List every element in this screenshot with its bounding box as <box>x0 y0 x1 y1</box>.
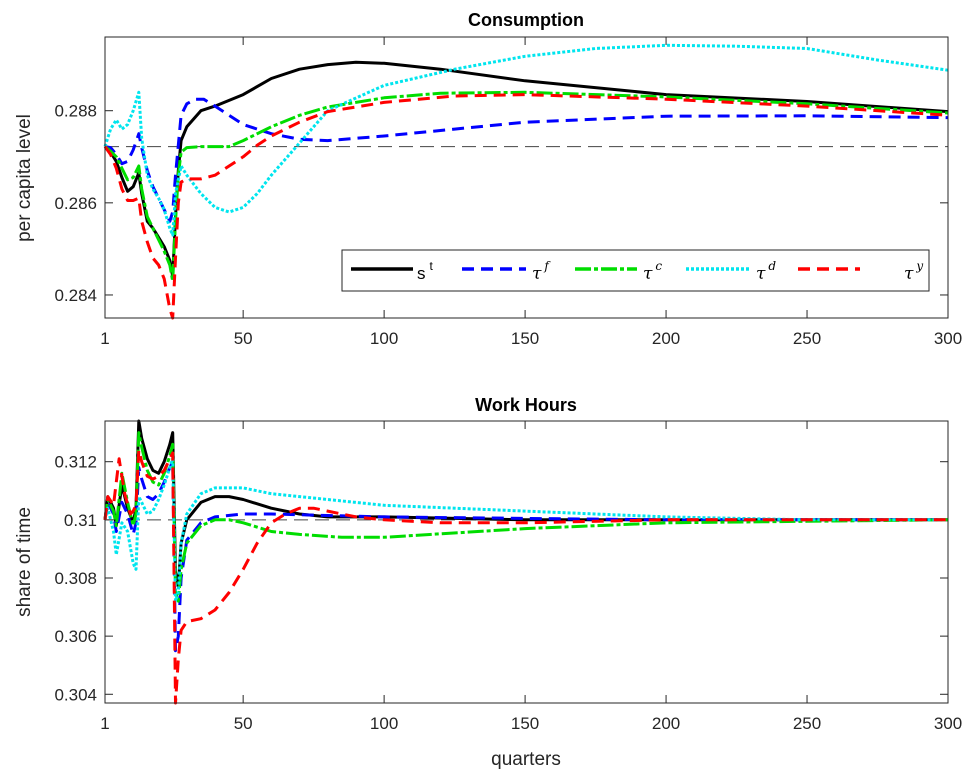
work-hours-ytick-label: 0.31 <box>64 511 97 530</box>
consumption-ylabel: per capita level <box>14 114 35 242</box>
consumption-xtick-label: 50 <box>234 329 253 348</box>
consumption-series-taud <box>103 43 949 237</box>
consumption-xtick-label: 1 <box>100 329 109 348</box>
work-hours-xtick-label: 300 <box>934 714 962 733</box>
consumption-xticks: 1 50 100 150 200 250 300 <box>100 37 962 348</box>
consumption-ytick-label: 0.284 <box>54 286 97 305</box>
work-hours-panel: Work Hours share of time quarters 0.304 0… <box>14 395 962 770</box>
consumption-series-tauy <box>103 93 949 320</box>
work-hours-title: Work Hours <box>475 395 577 415</box>
consumption-series <box>103 43 949 320</box>
work-hours-xtick-label: 100 <box>370 714 398 733</box>
work-hours-series <box>103 419 949 705</box>
work-hours-ytick-label: 0.312 <box>54 453 97 472</box>
work-hours-ytick-label: 0.304 <box>54 685 97 704</box>
work-hours-xticks: 1 50 100 150 200 250 300 <box>100 421 962 733</box>
consumption-panel: Consumption per capita level 0.2840.2860… <box>14 10 962 348</box>
consumption-title: Consumption <box>468 10 584 30</box>
work-hours-xtick-label: 50 <box>234 714 253 733</box>
work-hours-xtick-label: 1 <box>100 714 109 733</box>
consumption-xtick-label: 150 <box>511 329 539 348</box>
work-hours-ylabel: share of time <box>14 507 35 617</box>
consumption-yticks: 0.284 0.286 0.288 <box>54 102 948 305</box>
work-hours-ytick-label: 0.306 <box>54 627 97 646</box>
work-hours-series-tauy <box>103 448 948 705</box>
work-hours-axes-box <box>104 420 949 704</box>
work-hours-series-taud <box>103 457 948 603</box>
work-hours-plot-area <box>105 421 948 703</box>
work-hours-xtick-label: 200 <box>652 714 680 733</box>
work-hours-xlabel: quarters <box>491 749 561 770</box>
consumption-xtick-label: 200 <box>652 329 680 348</box>
consumption-xtick-label: 300 <box>934 329 962 348</box>
consumption-axes-box <box>104 36 949 319</box>
work-hours-ytick-label: 0.308 <box>54 569 97 588</box>
work-hours-series-tauf <box>103 460 948 653</box>
work-hours-xtick-label: 150 <box>511 714 539 733</box>
consumption-xtick-label: 100 <box>370 329 398 348</box>
consumption-xtick-label: 250 <box>793 329 821 348</box>
work-hours-xtick-label: 250 <box>793 714 821 733</box>
consumption-ytick-label: 0.286 <box>54 194 97 213</box>
consumption-ytick-label: 0.288 <box>54 102 97 121</box>
consumption-series-tauf <box>104 97 949 223</box>
